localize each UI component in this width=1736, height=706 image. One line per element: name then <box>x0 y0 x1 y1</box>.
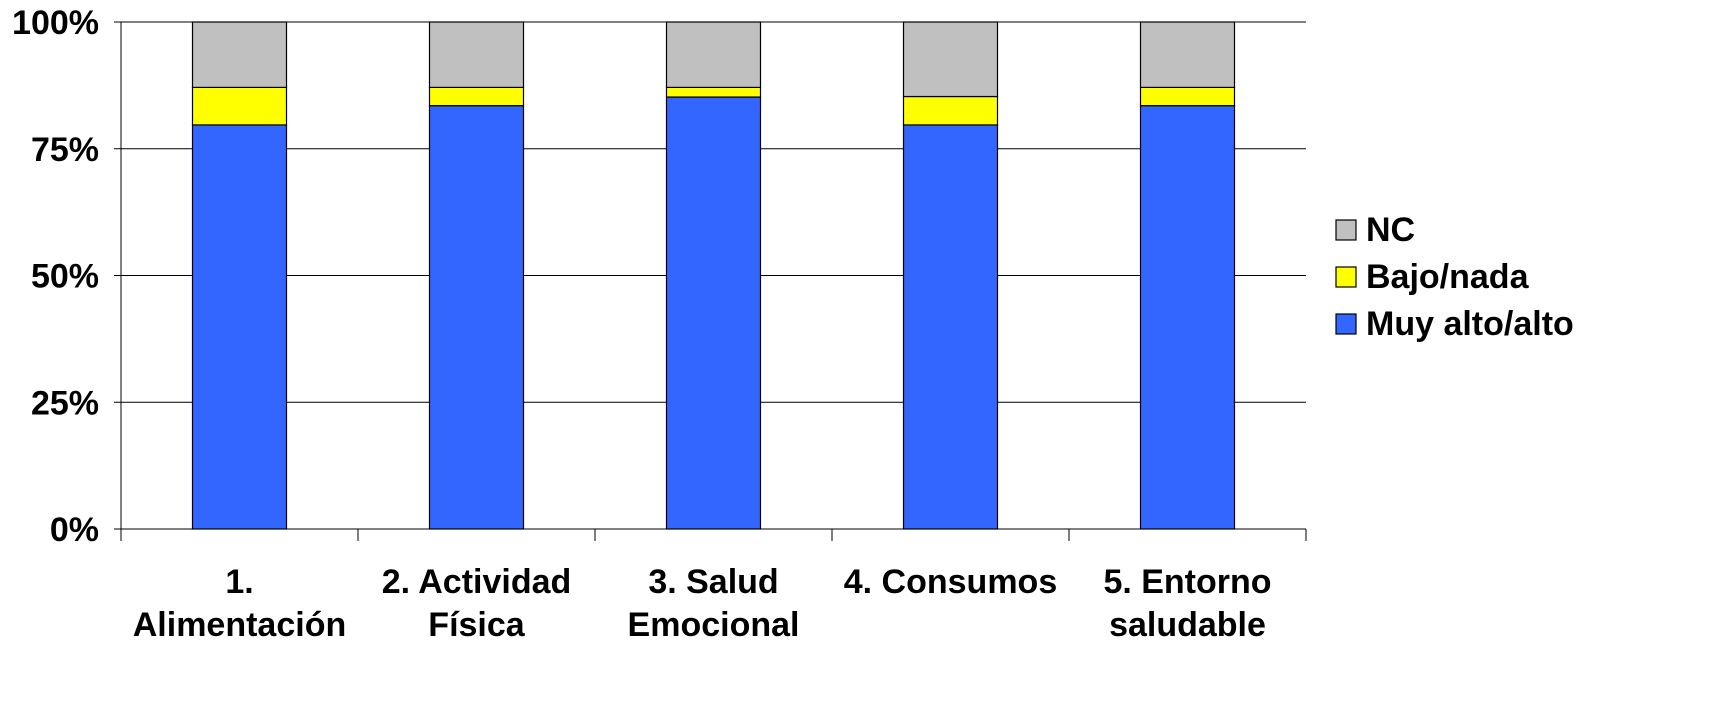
x-axis-category-labels: 1. Alimentación 2. Actividad Física 3. Salud… <box>133 563 1272 644</box>
x-category-label: Emocional <box>628 606 800 644</box>
y-tick-label: 100% <box>12 4 99 42</box>
y-tick-label: 75% <box>31 131 99 169</box>
x-category-label: 1. <box>225 563 253 601</box>
x-category-label: Alimentación <box>133 606 346 644</box>
bar-segment <box>665 86 762 98</box>
legend-swatch <box>1335 313 1357 335</box>
bars <box>191 21 1236 530</box>
x-category-label: 2. Actividad <box>382 563 572 601</box>
bar-segment <box>428 21 525 89</box>
bar-segment <box>191 21 288 89</box>
x-category-label: Física <box>428 606 525 644</box>
legend-label: NC <box>1366 211 1415 249</box>
y-tick-label: 25% <box>31 384 99 422</box>
y-axis-tick-labels: 0% 25% 50% 75% 100% <box>12 4 99 549</box>
bar-segment <box>1139 105 1236 530</box>
bar-segment <box>902 21 999 98</box>
bar-segment <box>1139 86 1236 107</box>
legend-label: Muy alto/alto <box>1366 305 1574 343</box>
x-category-label: saludable <box>1109 606 1266 644</box>
bar-segment <box>1139 21 1236 89</box>
x-category-label: 3. Salud <box>648 563 778 601</box>
bar-segment <box>665 21 762 89</box>
bar-segment <box>428 86 525 107</box>
legend-swatch <box>1335 219 1357 241</box>
bar-segment <box>902 124 999 530</box>
y-tick-label: 50% <box>31 258 99 296</box>
legend-label: Bajo/nada <box>1366 258 1530 296</box>
bar-segment <box>191 86 288 126</box>
axes <box>114 21 1307 541</box>
legend: NC Bajo/nada Muy alto/alto <box>1335 211 1574 343</box>
y-tick-label: 0% <box>50 511 99 549</box>
bar-segment <box>191 124 288 530</box>
bar-segment <box>902 95 999 126</box>
legend-swatch <box>1335 266 1357 288</box>
bar-segment <box>428 105 525 530</box>
bar-segment <box>665 96 762 530</box>
x-category-label: 4. Consumos <box>844 563 1057 601</box>
x-category-label: 5. Entorno <box>1103 563 1271 601</box>
